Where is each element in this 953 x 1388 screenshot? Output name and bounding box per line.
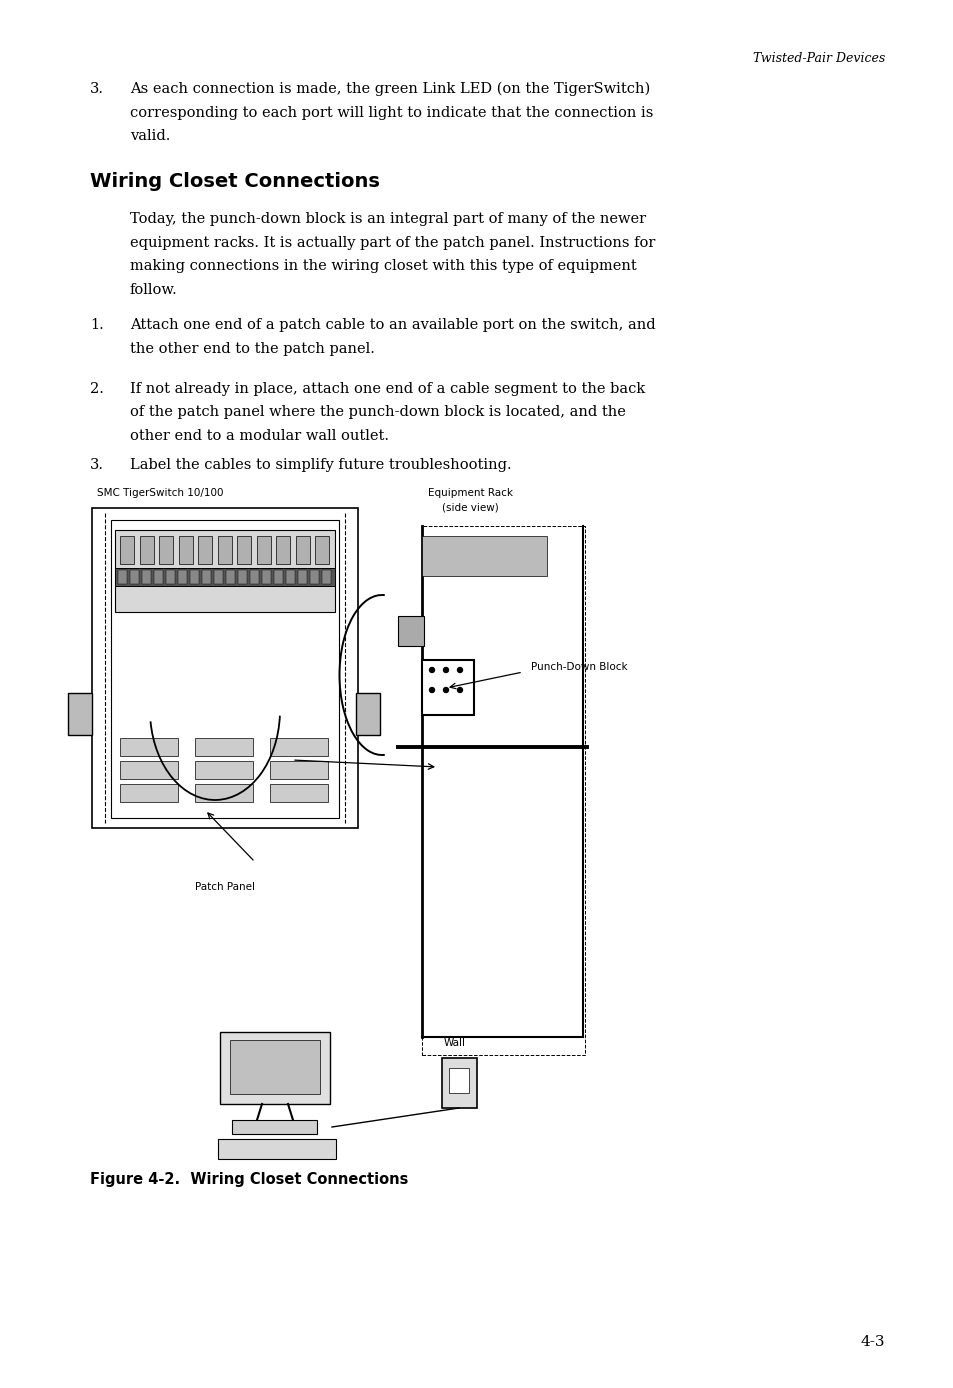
Bar [256,536,271,564]
Bar [226,570,234,584]
Text: SMC TigerSwitch 10/100: SMC TigerSwitch 10/100 [96,489,223,498]
Circle shape [443,687,448,693]
Bar [139,536,153,564]
Bar [232,1120,316,1134]
Text: (side view): (side view) [441,502,497,514]
Bar [120,738,178,756]
Bar [91,508,357,829]
Bar [217,536,232,564]
Circle shape [457,687,462,693]
Bar [213,570,223,584]
Bar [275,536,290,564]
Bar [142,570,151,584]
Bar [270,738,328,756]
Text: Attach one end of a patch cable to an available port on the switch, and: Attach one end of a patch cable to an av… [130,318,655,332]
Bar [270,761,328,779]
Bar [355,693,379,736]
Text: other end to a modular wall outlet.: other end to a modular wall outlet. [130,429,389,443]
Text: the other end to the patch panel.: the other end to the patch panel. [130,341,375,355]
Bar [178,536,193,564]
Text: Punch-Down Block: Punch-Down Block [531,662,627,672]
Bar [270,784,328,802]
Bar [115,530,335,612]
Text: of the patch panel where the punch-down block is located, and the: of the patch panel where the punch-down … [130,405,625,419]
Bar [322,570,331,584]
Bar [194,761,253,779]
Bar [194,738,253,756]
Bar [153,570,163,584]
Bar [421,526,584,1055]
Bar [421,536,546,576]
Bar [178,570,187,584]
Text: 3.: 3. [90,458,104,472]
Bar [274,570,283,584]
Bar [236,536,251,564]
Bar [295,536,309,564]
Bar [68,693,91,736]
Text: Equipment Rack: Equipment Rack [427,489,512,498]
Text: making connections in the wiring closet with this type of equipment: making connections in the wiring closet … [130,260,636,273]
Bar [111,520,338,818]
Bar [220,1033,330,1103]
Bar [115,568,335,586]
Bar [297,570,307,584]
Bar [230,1040,319,1094]
Text: corresponding to each port will light to indicate that the connection is: corresponding to each port will light to… [130,105,653,119]
Bar [166,570,174,584]
Bar [118,570,127,584]
Bar [421,661,474,715]
Text: 3.: 3. [90,82,104,96]
Bar [130,570,139,584]
Bar [237,570,247,584]
Circle shape [429,687,434,693]
Bar [397,616,423,645]
Bar [120,536,133,564]
Text: Wiring Closet Connections: Wiring Closet Connections [90,172,379,192]
Bar [250,570,258,584]
Text: If not already in place, attach one end of a cable segment to the back: If not already in place, attach one end … [130,382,644,396]
Circle shape [443,668,448,673]
Bar [198,536,212,564]
Text: Wall: Wall [443,1038,465,1048]
Text: equipment racks. It is actually part of the patch panel. Instructions for: equipment racks. It is actually part of … [130,236,655,250]
Circle shape [429,668,434,673]
Bar [218,1140,335,1159]
Bar [202,570,211,584]
Text: As each connection is made, the green Link LED (on the TigerSwitch): As each connection is made, the green Li… [130,82,650,96]
Bar [190,570,199,584]
Bar [120,784,178,802]
Circle shape [457,668,462,673]
Text: 4-3: 4-3 [860,1335,884,1349]
Bar [194,784,253,802]
Bar [441,1058,476,1108]
Text: Patch Panel: Patch Panel [194,881,254,892]
Text: 2.: 2. [90,382,104,396]
Text: Twisted-Pair Devices: Twisted-Pair Devices [752,51,884,65]
Bar [159,536,172,564]
Bar [120,761,178,779]
Bar [310,570,318,584]
Bar [314,536,329,564]
Bar [286,570,294,584]
Text: 1.: 1. [90,318,104,332]
Text: Today, the punch-down block is an integral part of many of the newer: Today, the punch-down block is an integr… [130,212,645,226]
Bar [449,1067,469,1092]
Text: Label the cables to simplify future troubleshooting.: Label the cables to simplify future trou… [130,458,511,472]
Text: follow.: follow. [130,283,177,297]
Text: valid.: valid. [130,129,171,143]
Bar [262,570,271,584]
Text: Figure 4-2.  Wiring Closet Connections: Figure 4-2. Wiring Closet Connections [90,1171,408,1187]
